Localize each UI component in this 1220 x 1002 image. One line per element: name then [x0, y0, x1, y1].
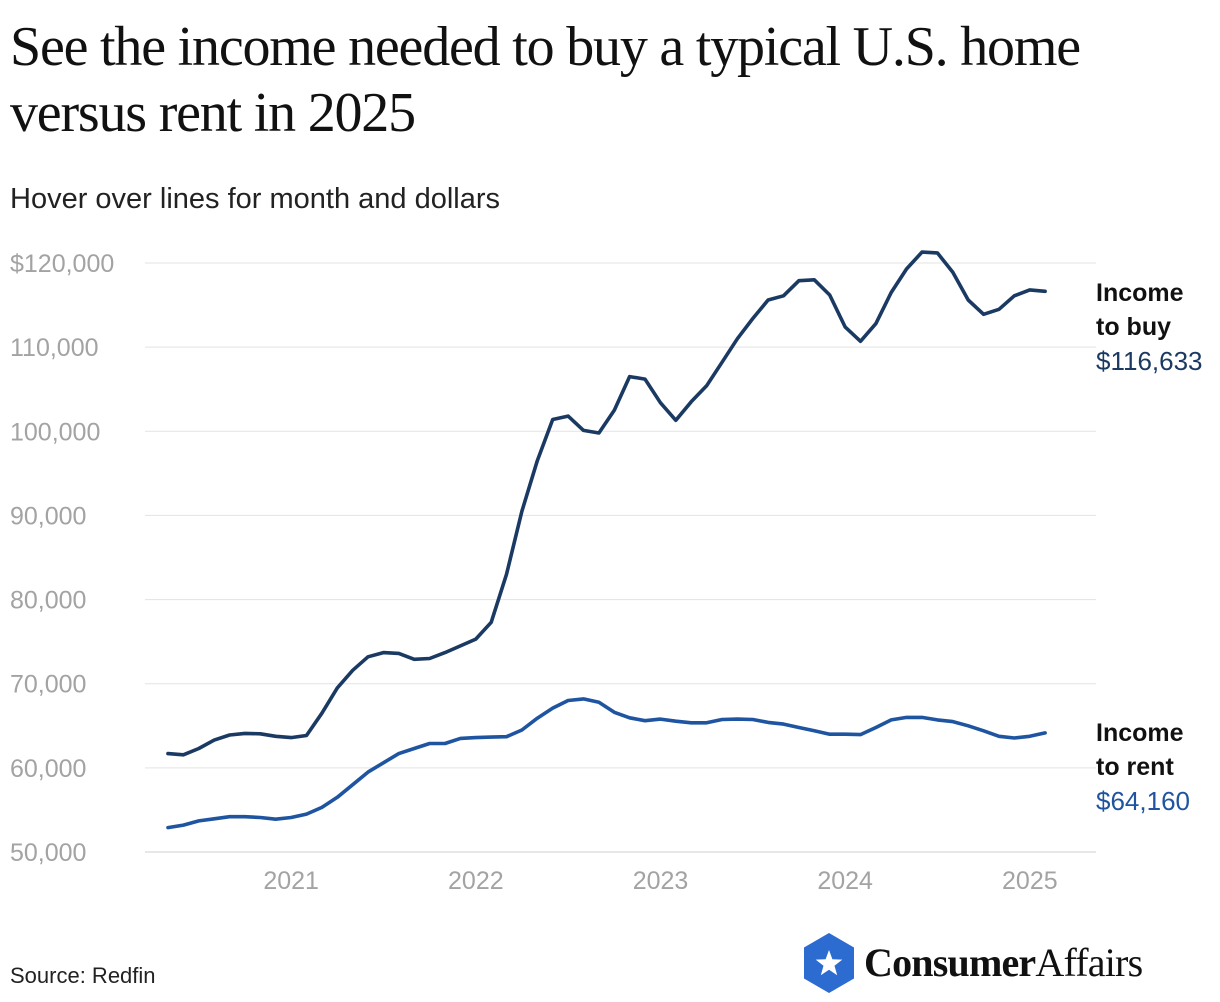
- y-tick-label: 90,000: [10, 502, 86, 530]
- chart-subtitle: Hover over lines for month and dollars: [10, 183, 501, 215]
- source-note: Source: Redfin: [10, 963, 156, 988]
- y-tick-label: 60,000: [10, 755, 86, 783]
- chart-title: See the income needed to buy a typical U…: [10, 16, 1081, 144]
- income-to-buy-label-line2: to buy: [1096, 313, 1171, 341]
- x-tick-label: 2024: [817, 867, 873, 895]
- x-tick-label: 2021: [263, 867, 319, 895]
- brand-logo: ConsumerAffairs: [802, 932, 1143, 994]
- brand-name-light: Affairs: [1035, 940, 1143, 985]
- income-to-buy-line: [166, 250, 1047, 757]
- income-to-rent-label-line2: to rent: [1096, 753, 1174, 781]
- x-tick-label: 2023: [633, 867, 689, 895]
- y-tick-label: 50,000: [10, 839, 86, 867]
- brand-name-bold: Consumer: [864, 940, 1036, 985]
- y-tick-label: $120,000: [10, 250, 114, 278]
- y-tick-label: 110,000: [10, 334, 99, 362]
- income-to-rent-value-label: $64,160: [1096, 786, 1190, 816]
- income-to-buy-label-line1: Income: [1096, 279, 1184, 307]
- income-to-buy-value-label: $116,633: [1096, 346, 1203, 376]
- x-tick-label: 2022: [448, 867, 504, 895]
- line-chart: 50,000 60,000 70,000 80,000 90,000 100,000 110…: [10, 250, 1203, 895]
- y-tick-label: 100,000: [10, 418, 100, 446]
- income-to-rent-label-line1: Income: [1096, 719, 1184, 747]
- star-badge-icon: [804, 933, 854, 993]
- y-tick-label: 80,000: [10, 587, 86, 615]
- income-to-rent-line: [166, 697, 1047, 830]
- brand-name: ConsumerAffairs: [864, 939, 1143, 987]
- x-tick-label: 2025: [1002, 867, 1058, 895]
- y-tick-label: 70,000: [10, 671, 86, 699]
